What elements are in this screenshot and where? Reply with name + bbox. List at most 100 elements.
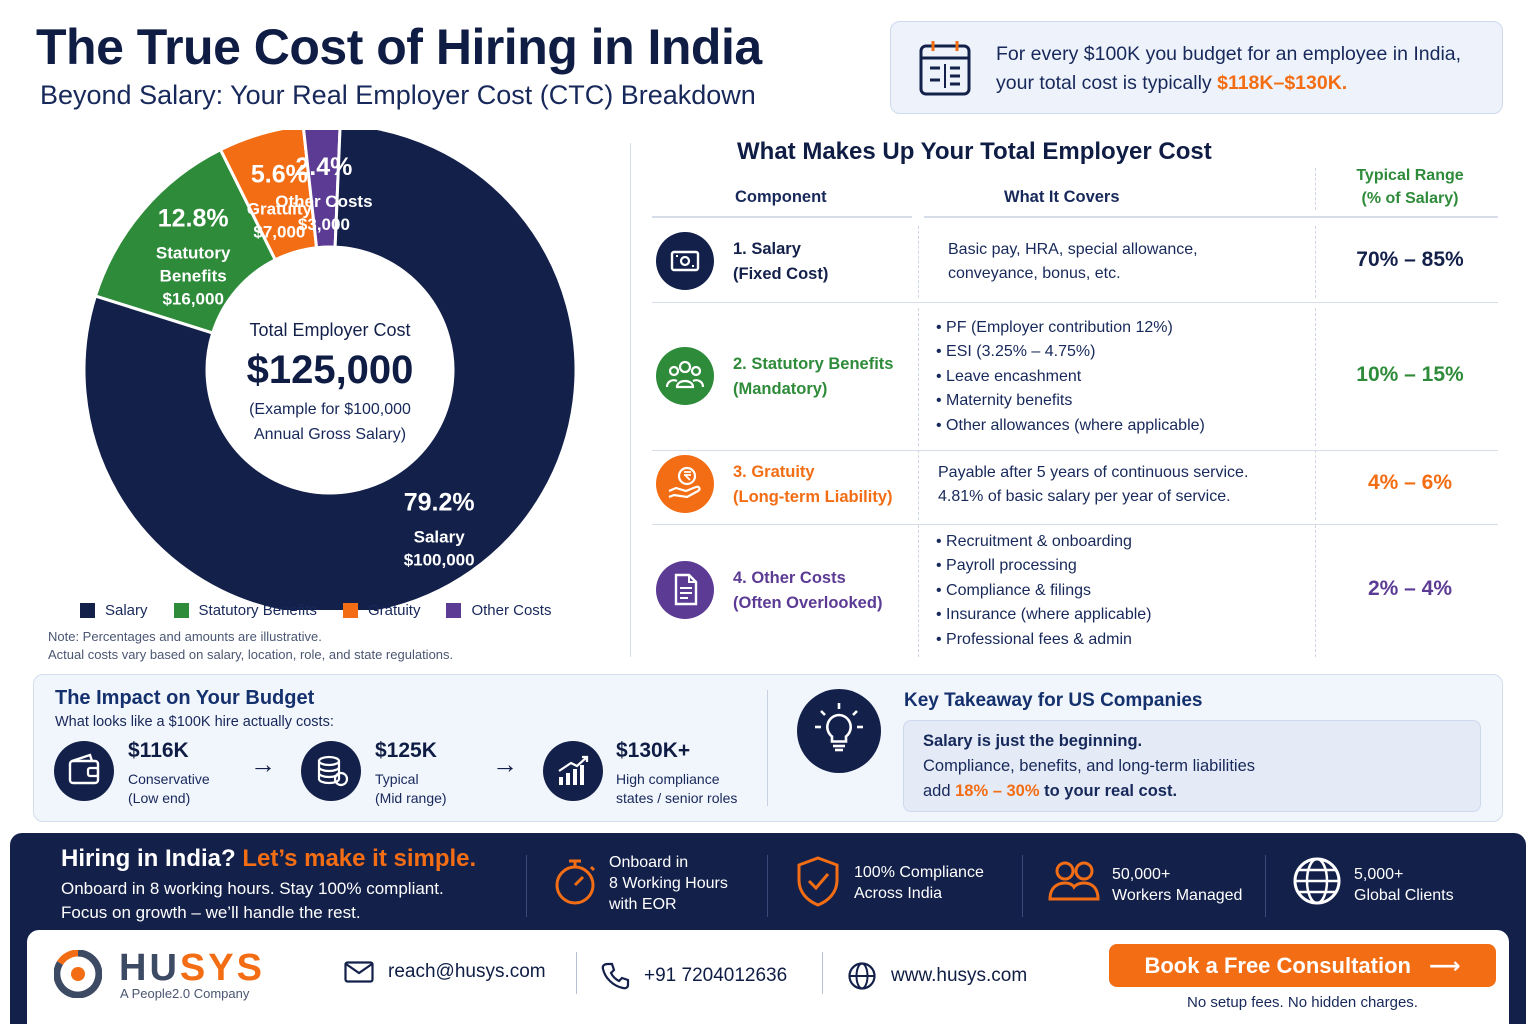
- feature-onboard: Onboard in 8 Working Hours with EOR: [609, 852, 728, 915]
- row-covers-1: Basic pay, HRA, special allowance, convey…: [948, 238, 1198, 287]
- shield-check-icon: [797, 856, 839, 907]
- col-divider: [918, 226, 919, 298]
- promo-headline-highlight: Let’s make it simple.: [242, 845, 477, 872]
- tier-mid-line-2: (Mid range): [375, 790, 447, 806]
- band-divider: [1265, 855, 1266, 917]
- legend-label-statutory-benefits: Statutory Benefits: [198, 602, 317, 619]
- logo-text-b: SYS: [179, 947, 265, 989]
- tier-value-high: $130K+: [616, 739, 691, 762]
- covers-item: Maternity benefits: [936, 389, 1205, 414]
- legend-item-salary: Salary: [80, 602, 148, 619]
- phone-text: +91 7204012636: [644, 965, 788, 986]
- website-link[interactable]: www.husys.com: [847, 961, 1027, 991]
- row-range-1: 70% – 85%: [1356, 248, 1464, 271]
- row-covers-3: Payable after 5 years of continuous serv…: [938, 461, 1248, 510]
- column-header-component: Component: [735, 188, 827, 206]
- slice-label-statutory-benefits-1: Statutory: [156, 244, 231, 263]
- band-divider: [1022, 855, 1023, 917]
- slice-label-salary-1: Salary: [414, 528, 466, 547]
- takeaway-line-2: Compliance, benefits, and long-term liab…: [923, 757, 1255, 775]
- email-text: reach@husys.com: [388, 961, 546, 982]
- tier-high-line-1: High compliance: [616, 771, 720, 787]
- husys-logo[interactable]: HUSYS: [119, 947, 265, 990]
- row-range-2: 10% – 15%: [1356, 363, 1464, 386]
- col-divider: [918, 450, 919, 520]
- users-icon: [1048, 861, 1100, 901]
- band-divider: [767, 855, 768, 917]
- feature-clients: 5,000+ Global Clients: [1354, 864, 1454, 906]
- row-rule: [652, 302, 1498, 303]
- band-divider: [526, 855, 527, 917]
- legend-swatch-statutory-benefits: [173, 603, 189, 618]
- covers-item: Other allowances (where applicable): [936, 414, 1205, 439]
- donut-slice-statutory-benefits: [93, 147, 278, 335]
- row-range-3: 4% – 6%: [1367, 471, 1453, 494]
- center-value: $125,000: [247, 348, 414, 392]
- phone-link[interactable]: +91 7204012636: [600, 961, 787, 991]
- tier-value-mid: $125K: [375, 739, 437, 762]
- tier-mid-line-1: Typical: [375, 771, 419, 787]
- column-header-range: Typical Range (% of Salary): [1340, 164, 1480, 210]
- center-note-line-1: (Example for $100,000: [249, 401, 411, 418]
- covers-item: PF (Employer contribution 12%): [936, 316, 1205, 341]
- row-rule: [652, 524, 1498, 525]
- col-divider: [918, 308, 919, 446]
- feature-compliance-line-2: Across India: [854, 885, 943, 902]
- cta-subtext: No setup fees. No hidden charges.: [1187, 994, 1418, 1011]
- tier-label-low: Conservative (Low end): [128, 770, 210, 808]
- slice-amount-salary: $100,000: [404, 551, 475, 570]
- arrow-icon: →: [492, 749, 518, 779]
- slice-amount-statutory-benefits: $16,000: [162, 290, 223, 309]
- row-rule: [652, 450, 1498, 451]
- takeaway-suffix: to your real cost.: [1039, 782, 1178, 800]
- tier-value-low: $116K: [128, 739, 189, 762]
- contact-divider: [822, 952, 823, 994]
- legend-label-salary: Salary: [105, 602, 148, 619]
- takeaway-highlight: 18% – 30%: [955, 782, 1040, 800]
- promo-headline-prefix: Hiring in India?: [61, 845, 243, 872]
- covers-item: Professional fees & admin: [936, 628, 1152, 653]
- cost-donut-chart: 12.8% Statutory Benefits $16,000 5.6% Gratuit…: [82, 130, 578, 610]
- row-name-line-2: (Mandatory): [733, 380, 828, 398]
- row-name-1: 1. Salary (Fixed Cost): [733, 237, 828, 287]
- legend-item-statutory-benefits: Statutory Benefits: [173, 602, 317, 619]
- legend-item-gratuity: Gratuity: [342, 602, 420, 619]
- donut-slice-salary: [82, 130, 578, 610]
- feature-compliance-line-1: 100% Compliance: [854, 864, 984, 881]
- stopwatch-icon: [555, 859, 596, 905]
- slice-amount-other-costs: $3,000: [298, 215, 350, 234]
- phone-icon: [601, 962, 630, 990]
- header-col-divider: [1315, 168, 1316, 210]
- growth-chart-icon: [543, 741, 603, 801]
- coins-icon: [301, 741, 361, 801]
- row-name-line-2: (Often Overlooked): [733, 594, 883, 612]
- feature-workers-line-1: 50,000+: [1112, 866, 1171, 883]
- feature-workers-line-2: Workers Managed: [1112, 887, 1243, 904]
- legend-swatch-gratuity: [342, 603, 358, 618]
- row-covers-2: PF (Employer contribution 12%)ESI (3.25%…: [936, 316, 1205, 439]
- tier-label-mid: Typical (Mid range): [375, 770, 447, 808]
- row-name-line-1: 3. Gratuity: [733, 463, 815, 481]
- covers-item: Recruitment & onboarding: [936, 530, 1152, 555]
- section-divider: [630, 143, 631, 657]
- legend-item-other-costs: Other Costs: [446, 602, 551, 619]
- people-group-icon: [656, 347, 714, 405]
- feature-compliance: 100% Compliance Across India: [854, 862, 984, 904]
- covers-item: Leave encashment: [936, 365, 1205, 390]
- lightbulb-icon: [797, 689, 881, 773]
- cta-label: Book a Free Consultation: [1144, 952, 1411, 978]
- book-consultation-button[interactable]: Book a Free Consultation ⟶: [1109, 944, 1496, 987]
- note-line-1: Note: Percentages and amounts are illust…: [48, 629, 322, 644]
- covers-item: Payroll processing: [936, 554, 1152, 579]
- callout-line-2: your total cost is typically $118K–$130K…: [996, 69, 1486, 98]
- email-link[interactable]: reach@husys.com: [344, 961, 546, 983]
- slice-percent-salary: 79.2%: [404, 489, 475, 517]
- page-subtitle: Beyond Salary: Your Real Employer Cost (…: [40, 80, 756, 110]
- globe-icon: [848, 962, 876, 990]
- tier-high-line-2: states / senior roles: [616, 790, 738, 806]
- callout-prefix: your total cost is typically: [996, 72, 1218, 94]
- promo-line-2: Focus on growth – we’ll handle the rest.: [61, 903, 361, 922]
- legend-label-other-costs: Other Costs: [471, 602, 552, 619]
- feature-clients-line-1: 5,000+: [1354, 866, 1404, 883]
- row-name-line-2: (Long-term Liability): [733, 488, 893, 506]
